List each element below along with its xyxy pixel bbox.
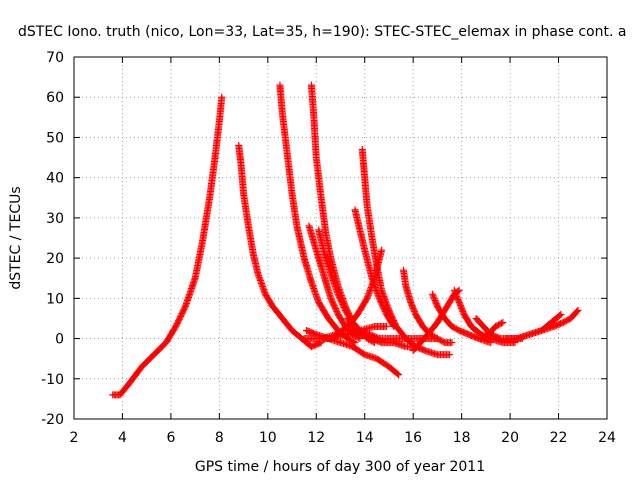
series-14 (409, 286, 463, 355)
data-point (454, 295, 462, 303)
data-point (459, 307, 467, 315)
x-tick-label: 22 (550, 430, 568, 446)
data-point (453, 294, 461, 302)
x-tick-label: 20 (501, 430, 519, 446)
data-point (407, 300, 415, 308)
x-tick-label: 8 (215, 430, 224, 446)
data-point (573, 308, 581, 316)
data-point (218, 93, 226, 101)
data-point (431, 296, 439, 304)
series-17 (477, 318, 507, 343)
chart-title: dSTEC Iono. truth (nico, Lon=33, Lat=35,… (18, 24, 626, 40)
data-point (389, 321, 397, 329)
data-point (458, 306, 466, 314)
data-marks (109, 81, 582, 399)
series-10 (303, 327, 403, 379)
data-point (448, 339, 456, 347)
axis-ticks: 2 4 6 8 10 12 14 16 18 20 22 24-20-1001020304050607… (41, 50, 616, 446)
series-0 (109, 93, 226, 399)
x-tick-label: 16 (404, 430, 422, 446)
series-7 (351, 206, 398, 330)
data-point (450, 286, 458, 294)
y-tick-label: -20 (41, 412, 64, 428)
data-point (497, 319, 505, 327)
grid (74, 57, 607, 419)
series-11 (344, 314, 420, 351)
data-point (390, 322, 398, 330)
x-tick-label: 6 (166, 430, 175, 446)
data-point (432, 298, 440, 306)
x-tick-label: 24 (598, 430, 616, 446)
data-point (453, 292, 461, 300)
data-point (429, 290, 437, 298)
y-tick-label: 10 (46, 291, 64, 307)
data-point (408, 301, 416, 309)
x-tick-label: 4 (118, 430, 127, 446)
data-point (499, 318, 507, 326)
series-20 (385, 335, 441, 343)
data-point (433, 335, 441, 343)
data-point (393, 370, 401, 378)
y-tick-label: 40 (46, 171, 64, 187)
data-point (409, 304, 417, 312)
data-point (407, 298, 415, 306)
data-point (556, 311, 564, 319)
data-point (451, 288, 459, 296)
data-point (430, 295, 438, 303)
y-tick-label: -10 (41, 372, 64, 388)
series-1 (235, 141, 325, 351)
plot-frame (73, 56, 608, 420)
data-point (452, 291, 460, 299)
x-tick-label: 12 (307, 430, 325, 446)
x-tick-label: 18 (453, 430, 471, 446)
data-point (446, 351, 454, 359)
y-axis-label: dSTEC / TECUs (8, 186, 24, 289)
data-point (410, 306, 418, 314)
data-point (455, 298, 463, 306)
y-tick-label: 20 (46, 251, 64, 267)
data-point (457, 303, 465, 311)
data-point (557, 310, 565, 318)
y-tick-label: 50 (46, 130, 64, 146)
data-point (458, 304, 466, 312)
x-axis-label: GPS time / hours of day 300 of year 2011 (195, 459, 485, 475)
data-point (429, 292, 437, 300)
data-point (455, 297, 463, 305)
data-point (430, 293, 438, 301)
y-tick-label: 60 (46, 90, 64, 106)
y-tick-label: 0 (55, 332, 64, 348)
x-tick-label: 2 (70, 430, 79, 446)
y-tick-label: 70 (46, 50, 64, 66)
series-4 (305, 222, 364, 343)
data-point (452, 289, 460, 297)
data-point (432, 299, 440, 307)
data-point (409, 303, 417, 311)
data-point (395, 371, 403, 379)
data-point (383, 322, 391, 330)
series-19 (513, 310, 565, 343)
data-point (410, 307, 418, 315)
x-tick-label: 14 (356, 430, 374, 446)
data-point (574, 306, 582, 314)
x-tick-label: 10 (259, 430, 277, 446)
data-point (378, 246, 386, 254)
data-point (456, 300, 464, 308)
y-tick-label: 30 (46, 211, 64, 227)
data-point (456, 301, 464, 309)
